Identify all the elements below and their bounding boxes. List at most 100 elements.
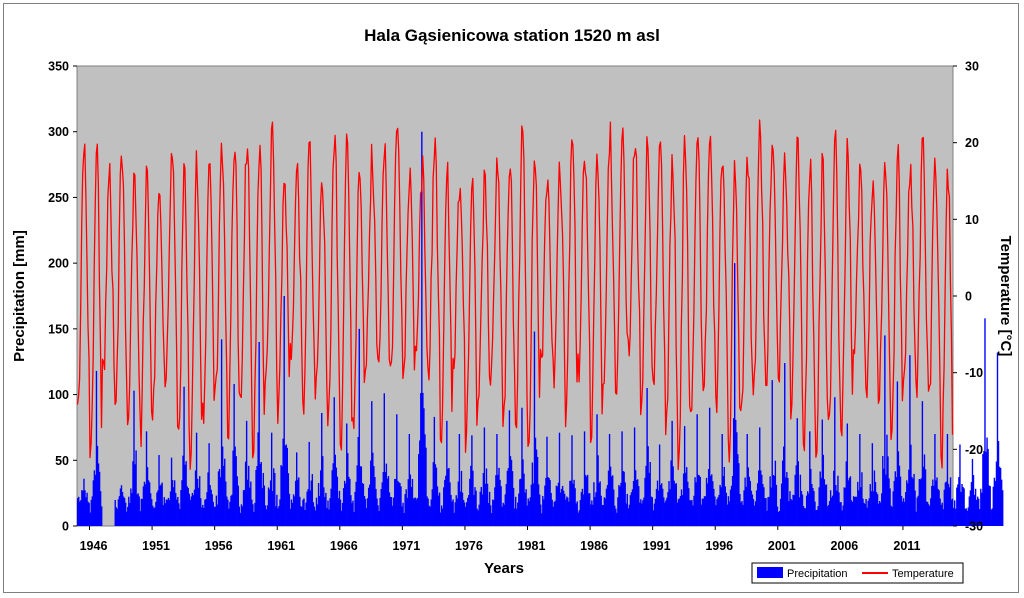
precipitation-bar: [847, 480, 850, 526]
left-axis: 0 50 100 150 200 250 300 350: [48, 60, 77, 534]
precipitation-bar: [675, 483, 677, 526]
precipitation-bar: [223, 465, 225, 526]
precipitation-bar: [310, 480, 312, 526]
precipitation-bar: [626, 493, 628, 526]
precipitation-bar: [954, 500, 956, 526]
precipitation-bar: [578, 510, 580, 526]
precipitation-bar: [615, 508, 617, 526]
precipitation-bar: [465, 502, 468, 526]
precipitation-bar: [306, 491, 308, 526]
precipitation-bar: [251, 499, 253, 526]
precipitation-bar: [661, 483, 663, 526]
precipitation-bar: [801, 494, 804, 526]
precipitation-bar: [209, 485, 211, 526]
precipitation-bar: [798, 497, 801, 526]
precipitation-bar: [953, 508, 955, 526]
precipitation-bar: [776, 506, 779, 526]
precipitation-bar: [351, 502, 353, 526]
precipitation-bar: [659, 484, 662, 526]
precipitation-bar: [259, 463, 261, 526]
precipitation-bar: [244, 461, 247, 526]
precipitation-bar: [878, 501, 881, 526]
precipitation-bar: [872, 491, 875, 526]
precipitation-bar: [584, 474, 587, 526]
precipitation-bar: [390, 497, 393, 526]
precipitation-bar: [961, 483, 963, 526]
precipitation-bar: [214, 506, 217, 526]
precipitation-bar: [260, 461, 262, 526]
precipitation-bar: [139, 511, 141, 526]
precipitation-bar: [728, 501, 731, 526]
precipitation-bar: [243, 489, 246, 526]
precipitation-bar: [556, 486, 559, 526]
precipitation-bar: [183, 386, 185, 526]
precipitation-bar: [722, 475, 724, 526]
precipitation-bar: [448, 467, 450, 526]
precipitation-bar: [407, 479, 409, 526]
precipitation-bar: [370, 460, 372, 526]
precipitation-bar: [579, 499, 582, 526]
precipitation-bar: [347, 453, 349, 526]
precipitation-bar: [876, 494, 879, 526]
precipitation-bar: [560, 488, 563, 526]
precipitation-bar: [205, 499, 207, 526]
precipitation-bar: [981, 492, 983, 526]
precipitation-bar: [670, 460, 672, 526]
precipitation-bar: [838, 492, 840, 526]
precipitation-bar: [995, 461, 998, 526]
precipitation-bar: [213, 506, 215, 526]
precipitation-bar: [333, 397, 335, 526]
precipitation-bar: [430, 499, 432, 526]
precipitation-bar: [890, 505, 892, 526]
precipitation-bar: [845, 461, 847, 526]
precipitation-bar: [841, 510, 843, 526]
precipitation-bar: [912, 478, 914, 526]
precipitation-bar: [396, 414, 398, 526]
precipitation-bar: [196, 478, 199, 526]
precipitation-bar: [803, 507, 806, 526]
precipitation-bar: [520, 478, 522, 526]
precipitation-bar: [911, 477, 913, 526]
right-tick-label: -10: [965, 366, 983, 380]
precipitation-bar: [504, 494, 506, 526]
precipitation-bar: [318, 496, 321, 526]
precipitation-bar: [426, 496, 428, 526]
precipitation-bar: [703, 496, 706, 526]
precipitation-bar: [356, 465, 358, 526]
precipitation-bar: [881, 493, 883, 526]
precipitation-bar: [399, 483, 401, 526]
precipitation-bar: [934, 434, 936, 526]
precipitation-bar: [486, 483, 489, 526]
precipitation-bar: [84, 490, 86, 526]
precipitation-bar: [974, 488, 977, 526]
precipitation-bar: [119, 488, 122, 526]
precipitation-bar: [891, 506, 893, 526]
precipitation-bar: [85, 497, 87, 526]
precipitation-bar: [279, 499, 281, 526]
precipitation-bar: [284, 445, 286, 526]
precipitation-bar: [790, 498, 792, 526]
precipitation-bar: [297, 479, 299, 526]
precipitation-bar: [850, 500, 853, 526]
precipitation-bar: [89, 512, 91, 526]
precipitation-bar: [81, 490, 83, 526]
precipitation-bar: [727, 496, 730, 526]
precipitation-bar: [212, 501, 214, 526]
precipitation-bar: [291, 502, 294, 526]
precipitation-bar: [478, 504, 480, 526]
precipitation-bar: [871, 443, 874, 526]
precipitation-bar: [846, 423, 849, 526]
precipitation-bar: [252, 504, 254, 526]
precipitation-bar: [286, 447, 288, 526]
precipitation-bar: [158, 455, 160, 526]
x-tick-label: 1986: [580, 539, 608, 553]
precipitation-bar: [994, 480, 997, 526]
precipitation-bar: [332, 463, 334, 526]
precipitation-bar: [326, 508, 328, 526]
precipitation-bar: [545, 477, 547, 526]
precipitation-bar: [820, 477, 822, 526]
precipitation-bar: [314, 510, 317, 526]
precipitation-bar: [768, 496, 770, 526]
precipitation-bar: [997, 440, 1000, 526]
precipitation-bar: [880, 502, 882, 526]
